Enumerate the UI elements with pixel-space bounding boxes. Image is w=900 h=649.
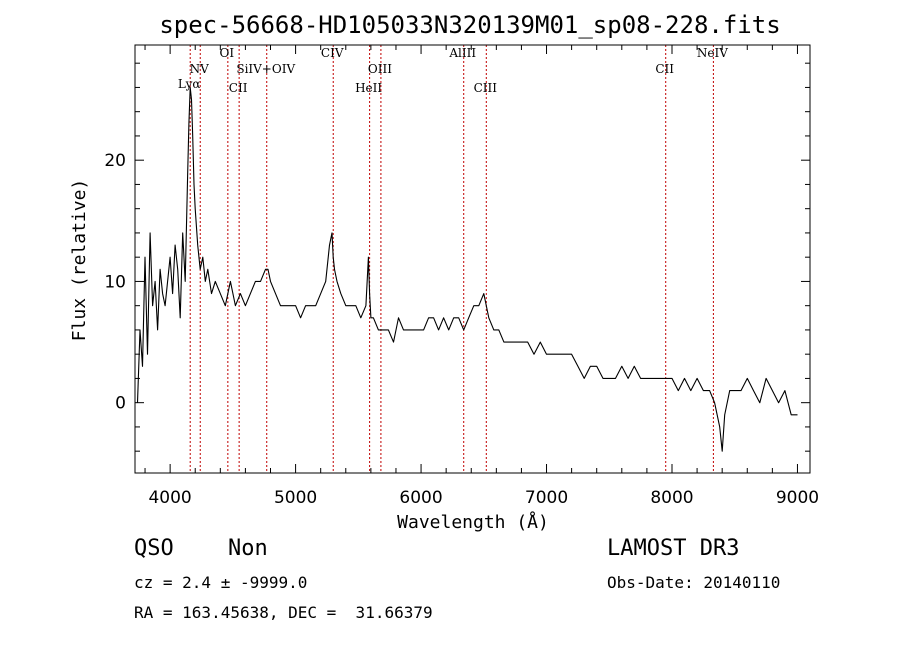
emission-line-label: OI (220, 46, 235, 60)
survey-label: LAMOST DR3 (607, 536, 740, 561)
object-class: QSO (134, 536, 174, 561)
emission-line-label: HeII (355, 81, 382, 95)
emission-line-label: CII (655, 62, 674, 76)
y-tick-label: 20 (104, 151, 126, 171)
emission-line-label: AlIII (448, 46, 476, 60)
spectrum-series-line (136, 86, 798, 452)
plot-frame (134, 44, 811, 474)
x-tick-label: 5000 (274, 488, 317, 508)
emission-line-label: Lyα (178, 77, 201, 91)
radec-text: RA = 163.45638, DEC = 31.66379 (134, 603, 433, 622)
obs-date-text: Obs-Date: 20140110 (607, 573, 781, 592)
emission-line-label: CII (229, 81, 248, 95)
emission-line-label: NV (190, 62, 210, 76)
emission-line-label: SiIV+OIV (236, 62, 295, 76)
chart-title: spec-56668-HD105033N320139M01_sp08-228.f… (159, 11, 780, 39)
x-tick-label: 9000 (776, 488, 819, 508)
emission-line-label: CIV (321, 46, 344, 60)
x-axis-title: Wavelength (Å) (397, 511, 549, 533)
x-tick-label: 4000 (148, 488, 191, 508)
x-tick-label: 6000 (399, 488, 442, 508)
y-axis-title: Flux (relative) (69, 179, 90, 342)
object-subclass: Non (228, 536, 268, 561)
redshift-text: cz = 2.4 ± -9999.0 (134, 573, 308, 592)
emission-line-label: NeIV (697, 46, 728, 60)
emission-line-label: CIII (474, 81, 498, 95)
emission-line-label: OIII (368, 62, 392, 76)
y-tick-label: 10 (104, 272, 126, 292)
x-tick-label: 7000 (525, 488, 568, 508)
x-tick-label: 8000 (650, 488, 693, 508)
y-tick-label: 0 (115, 394, 126, 414)
